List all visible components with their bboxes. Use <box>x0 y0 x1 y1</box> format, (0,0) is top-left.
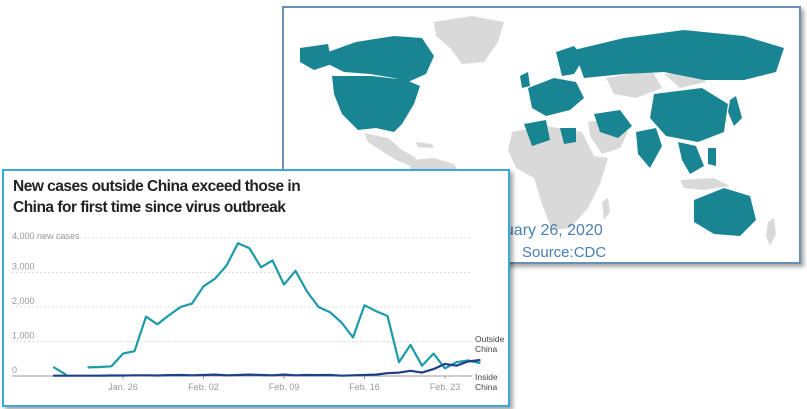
map-source: Source:CDC <box>522 244 607 261</box>
series-line-segment <box>52 359 481 377</box>
y-axis-label: 4,000 new cases <box>12 231 80 241</box>
india <box>636 128 662 168</box>
china <box>650 88 728 142</box>
series-line-segment <box>87 242 481 370</box>
affected-regions <box>300 30 784 236</box>
greenland <box>434 16 504 64</box>
russia <box>574 30 784 80</box>
iran-gulf <box>594 110 632 138</box>
series-layer <box>52 242 481 377</box>
x-tick-label: Jan. 26 <box>108 382 138 392</box>
egypt <box>560 128 576 144</box>
series-inside-china <box>52 242 481 376</box>
united-states <box>332 76 420 132</box>
series-outside-china <box>52 359 481 377</box>
series-line-segment <box>52 366 67 376</box>
central-asia <box>606 70 662 98</box>
outside-label-line2: China <box>475 344 497 354</box>
y-axis: 4,000 new cases 3,000 2,000 1,000 0 <box>12 231 80 375</box>
series-labels: Outside China Inside China <box>475 334 505 392</box>
y-tick-label: 2,000 <box>12 296 35 306</box>
inside-label-line2: China <box>475 382 497 392</box>
algeria <box>524 120 550 146</box>
y-tick-label: 3,000 <box>12 262 35 272</box>
x-axis: Jan. 26 Feb. 02 Feb. 09 Feb. 16 Feb. 23 <box>108 376 460 392</box>
alaska <box>300 44 332 70</box>
y-tick-label: 1,000 <box>12 331 35 341</box>
x-tick-label: Feb. 09 <box>269 382 300 392</box>
europe <box>528 78 584 116</box>
x-tick-label: Feb. 02 <box>188 382 219 392</box>
x-tick-label: Feb. 16 <box>349 382 380 392</box>
x-tick-label: Feb. 23 <box>430 382 461 392</box>
central-america <box>364 133 416 166</box>
philippines <box>708 148 716 166</box>
canada <box>328 36 434 82</box>
africa <box>508 126 608 230</box>
outside-label-line1: Outside <box>475 334 505 344</box>
caribbean <box>416 142 434 148</box>
australia <box>694 188 756 236</box>
uk-ireland <box>520 72 530 88</box>
chart-title: New cases outside China exceed those in … <box>13 178 301 216</box>
inside-label-line1: Inside <box>475 372 498 382</box>
world-map <box>300 16 784 252</box>
y-tick-label: 0 <box>12 365 17 375</box>
korea-japan <box>728 96 742 126</box>
madagascar <box>602 198 610 220</box>
chart-panel: New cases outside China exceed those in … <box>2 169 510 407</box>
new-zealand <box>766 218 776 246</box>
indonesia <box>680 178 730 190</box>
line-chart: 4,000 new cases 3,000 2,000 1,000 0 Jan. 26… <box>12 231 505 392</box>
southeast-asia <box>678 142 704 174</box>
